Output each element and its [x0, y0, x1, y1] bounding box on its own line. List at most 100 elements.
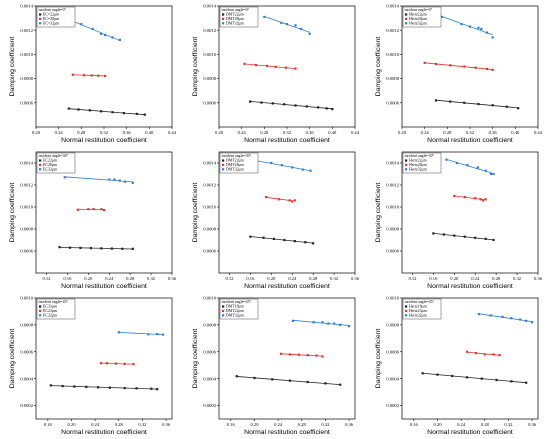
y-tick-label: 0.0006 — [203, 249, 216, 254]
x-tick-label: 0.36 — [123, 130, 132, 135]
legend-marker — [222, 314, 225, 317]
legend: incident angle=30°Hertz22μmHertz28μmHert… — [402, 152, 442, 174]
x-tick-label: 0.36 — [162, 422, 171, 427]
data-point — [492, 238, 495, 242]
data-point — [285, 23, 289, 26]
legend-entry: DMT32μm — [226, 167, 244, 171]
data-point — [249, 235, 252, 238]
y-tick-label: 0.0010 — [386, 205, 399, 210]
legend-entry: EC23μm — [43, 309, 57, 313]
data-point — [243, 62, 246, 65]
data-point — [80, 23, 83, 26]
data-point — [131, 181, 134, 184]
data-point — [123, 386, 126, 390]
data-point — [421, 372, 424, 375]
data-point — [288, 379, 292, 382]
legend-marker — [39, 13, 42, 16]
y-tick-label: 0.0008 — [386, 76, 399, 81]
legend-marker — [39, 305, 42, 308]
x-tick-label: 0.20 — [250, 422, 259, 427]
y-tick-label: 0.0010 — [203, 296, 216, 301]
series-fit-line — [118, 331, 164, 336]
data-point — [324, 382, 327, 385]
y-tick-label: 0.0008 — [203, 322, 216, 327]
legend-marker — [405, 13, 408, 16]
series-fit-line — [255, 160, 311, 172]
data-point — [463, 65, 466, 68]
data-point — [68, 246, 72, 249]
y-tick-label: 0.0014 — [20, 4, 33, 9]
y-tick-label: 0.0010 — [20, 52, 33, 57]
legend-marker — [405, 17, 408, 20]
data-point — [453, 194, 456, 198]
data-point — [96, 386, 100, 389]
data-point — [117, 331, 120, 334]
legend-entry: DMT28μm — [226, 17, 244, 21]
legend-title: incident angle=30° — [39, 154, 69, 158]
legend-marker — [222, 168, 225, 171]
data-point — [489, 314, 492, 317]
x-tick-label: 0.20 — [67, 422, 76, 427]
x-tick-label: 0.24 — [105, 276, 114, 281]
x-tick-label: 0.36 — [168, 276, 177, 281]
x-axis-label: Normal restitution coefficient — [427, 429, 513, 436]
x-tick-label: 0.40 — [328, 130, 337, 135]
y-tick-label: 0.0006 — [386, 349, 399, 354]
plot-frame — [218, 297, 356, 420]
legend-marker — [405, 309, 408, 312]
y-axis-label: Damping coefficient — [375, 37, 382, 97]
x-tick-label: 0.40 — [511, 130, 520, 135]
y-tick-label: 0.0014 — [203, 161, 216, 166]
data-point — [105, 362, 109, 365]
data-point — [100, 208, 103, 211]
y-tick-label: 0.0008 — [20, 322, 33, 327]
y-tick-label: 0.0012 — [20, 28, 33, 33]
series-fit-line — [422, 372, 527, 384]
data-point — [147, 333, 150, 336]
data-point — [440, 15, 443, 18]
y-tick-label: 0.0010 — [20, 296, 33, 301]
data-point — [100, 247, 103, 250]
data-point — [315, 354, 318, 357]
data-point — [485, 31, 489, 34]
data-point — [63, 176, 66, 179]
data-point — [325, 107, 328, 110]
data-point — [58, 246, 61, 249]
legend-entry: DMT22μm — [226, 309, 244, 313]
legend-marker — [222, 163, 225, 166]
legend-entry: Hertz18μm — [409, 305, 427, 309]
data-point — [308, 32, 311, 35]
x-tick-label: 0.12 — [225, 276, 234, 281]
data-point — [312, 242, 315, 245]
x-axis-label: Normal restitution coefficient — [427, 137, 513, 144]
data-point — [118, 38, 121, 41]
legend-box — [36, 298, 76, 320]
y-tick-label: 0.0006 — [203, 100, 216, 105]
y-axis-label: Damping coefficient — [375, 183, 382, 243]
data-point — [463, 196, 466, 199]
data-point — [122, 111, 125, 115]
legend-entry: EC=22μm — [43, 13, 59, 17]
data-point — [484, 198, 487, 201]
legend-box — [36, 6, 76, 28]
x-tick-label: 0.36 — [345, 422, 354, 427]
y-tick-label: 0.0006 — [386, 249, 399, 254]
data-point — [491, 104, 494, 107]
data-point — [111, 111, 114, 114]
x-axis-label: Normal restitution coefficient — [244, 137, 330, 144]
y-tick-label: 0.0010 — [203, 52, 216, 57]
data-point — [114, 362, 117, 365]
data-point — [83, 74, 86, 77]
x-tick-label: 0.36 — [351, 276, 360, 281]
data-point — [463, 101, 466, 104]
data-point — [88, 109, 91, 112]
legend-entry: DMT32μm — [226, 313, 244, 317]
y-tick-label: 0.0006 — [20, 100, 33, 105]
legend-entry: Hertz22μm — [409, 13, 427, 17]
data-point — [432, 232, 435, 235]
data-point — [477, 313, 480, 316]
legend-box — [219, 6, 259, 28]
y-tick-label: 0.0006 — [203, 349, 216, 354]
